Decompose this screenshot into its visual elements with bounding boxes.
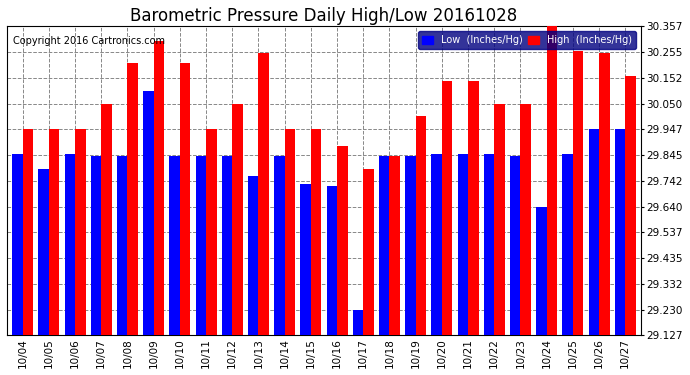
Bar: [363, 169, 374, 335]
Bar: [353, 309, 363, 335]
Bar: [379, 156, 389, 335]
Bar: [195, 156, 206, 335]
Bar: [615, 129, 625, 335]
Bar: [154, 41, 164, 335]
Bar: [65, 154, 75, 335]
Bar: [625, 76, 635, 335]
Bar: [599, 53, 609, 335]
Title: Barometric Pressure Daily High/Low 20161028: Barometric Pressure Daily High/Low 20161…: [130, 7, 518, 25]
Bar: [415, 116, 426, 335]
Bar: [389, 156, 400, 335]
Bar: [494, 104, 505, 335]
Bar: [573, 51, 583, 335]
Bar: [546, 26, 557, 335]
Bar: [442, 81, 453, 335]
Bar: [520, 104, 531, 335]
Bar: [274, 156, 285, 335]
Bar: [562, 154, 573, 335]
Bar: [311, 129, 322, 335]
Bar: [91, 156, 101, 335]
Bar: [49, 129, 59, 335]
Bar: [206, 129, 217, 335]
Bar: [259, 53, 269, 335]
Bar: [337, 146, 348, 335]
Bar: [285, 129, 295, 335]
Bar: [484, 154, 494, 335]
Bar: [248, 176, 259, 335]
Bar: [101, 104, 112, 335]
Bar: [510, 156, 520, 335]
Bar: [233, 104, 243, 335]
Bar: [457, 154, 468, 335]
Bar: [128, 63, 138, 335]
Bar: [75, 129, 86, 335]
Bar: [117, 156, 128, 335]
Bar: [12, 154, 23, 335]
Bar: [23, 129, 33, 335]
Bar: [536, 207, 546, 335]
Bar: [300, 184, 311, 335]
Bar: [326, 186, 337, 335]
Bar: [169, 156, 180, 335]
Bar: [431, 154, 442, 335]
Bar: [589, 129, 599, 335]
Text: Copyright 2016 Cartronics.com: Copyright 2016 Cartronics.com: [13, 36, 166, 46]
Bar: [405, 156, 415, 335]
Bar: [144, 91, 154, 335]
Bar: [468, 81, 479, 335]
Bar: [180, 63, 190, 335]
Bar: [39, 169, 49, 335]
Bar: [221, 156, 233, 335]
Legend: Low  (Inches/Hg), High  (Inches/Hg): Low (Inches/Hg), High (Inches/Hg): [418, 32, 636, 49]
